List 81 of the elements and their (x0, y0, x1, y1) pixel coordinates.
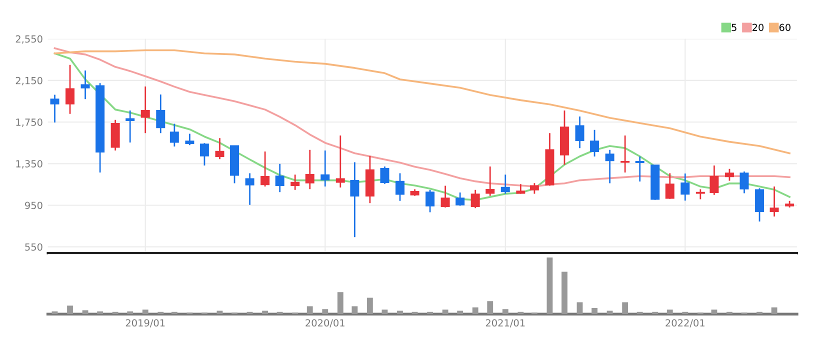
candlestick (440, 185, 450, 208)
x-tick-label: 2019/01 (126, 319, 165, 328)
bar (322, 309, 328, 314)
bar (606, 310, 613, 314)
candlestick (305, 149, 314, 190)
bar (502, 309, 508, 314)
bar (382, 310, 388, 314)
candlestick (770, 186, 779, 218)
bar (442, 310, 448, 314)
bar (472, 307, 478, 314)
candlestick (380, 166, 390, 185)
candlestick (486, 166, 495, 197)
candlestick (320, 150, 330, 188)
bar (366, 298, 373, 314)
candlestick (724, 168, 734, 182)
candlestick (395, 172, 404, 202)
candlestick (456, 192, 465, 206)
candlestick (156, 94, 166, 134)
y-tick-label: 950 (25, 202, 42, 210)
bar (666, 310, 673, 314)
candlestick (350, 161, 360, 238)
bar (67, 306, 73, 314)
bar (306, 306, 313, 314)
candlestick (245, 172, 254, 206)
candlestick (665, 172, 674, 200)
bar (142, 310, 148, 314)
candlestick (710, 164, 719, 196)
bar (97, 311, 104, 314)
candlestick (66, 64, 75, 115)
bar (127, 311, 134, 314)
candlestick (680, 172, 690, 202)
bar (337, 292, 344, 314)
candlestick (50, 94, 60, 124)
bar (711, 310, 718, 314)
bar (562, 272, 568, 314)
bar (546, 258, 553, 314)
x-tick-label: 2020/01 (306, 319, 344, 328)
bar (576, 302, 583, 314)
candlestick (140, 86, 150, 134)
y-tick-label: 1,350 (16, 160, 42, 168)
bar (82, 310, 88, 314)
legend-label: 5 (732, 24, 736, 32)
candlestick (635, 156, 644, 182)
y-tick-label: 550 (25, 243, 42, 251)
candlestick (500, 174, 510, 195)
candlestick (290, 174, 300, 191)
y-tick-label: 2,150 (16, 76, 42, 86)
candlestick (336, 134, 345, 188)
candlestick (185, 133, 194, 146)
bar (622, 302, 628, 314)
bar (352, 306, 358, 314)
candlestick (260, 150, 270, 188)
candlestick (200, 142, 209, 166)
candlestick (426, 189, 435, 213)
candlestick (470, 189, 480, 209)
y-tick-label: 1,750 (16, 118, 42, 127)
x-tick-label: 2022/01 (666, 319, 704, 328)
legend-label: 60 (779, 24, 790, 32)
bar (457, 310, 464, 314)
bar (592, 308, 598, 314)
candlestick (530, 182, 539, 195)
bar (262, 310, 268, 314)
legend-label: 20 (752, 24, 764, 32)
y-tick-label: 2,550 (16, 35, 42, 44)
candlestick (215, 137, 224, 160)
bar (487, 301, 494, 314)
candlestick (575, 116, 584, 149)
line-series (54, 49, 790, 154)
candlestick (516, 183, 526, 195)
bar (397, 310, 403, 314)
candlestick (620, 134, 630, 174)
candlestick (80, 70, 90, 100)
candlestick (170, 123, 179, 148)
candlestick (275, 163, 284, 193)
candlestick (740, 170, 749, 194)
candlestick (590, 129, 600, 158)
x-tick-label: 2021/01 (486, 319, 525, 328)
candlestick (126, 110, 135, 144)
candlestick (605, 149, 614, 184)
candlestick (110, 119, 120, 152)
candlestick (755, 188, 764, 222)
